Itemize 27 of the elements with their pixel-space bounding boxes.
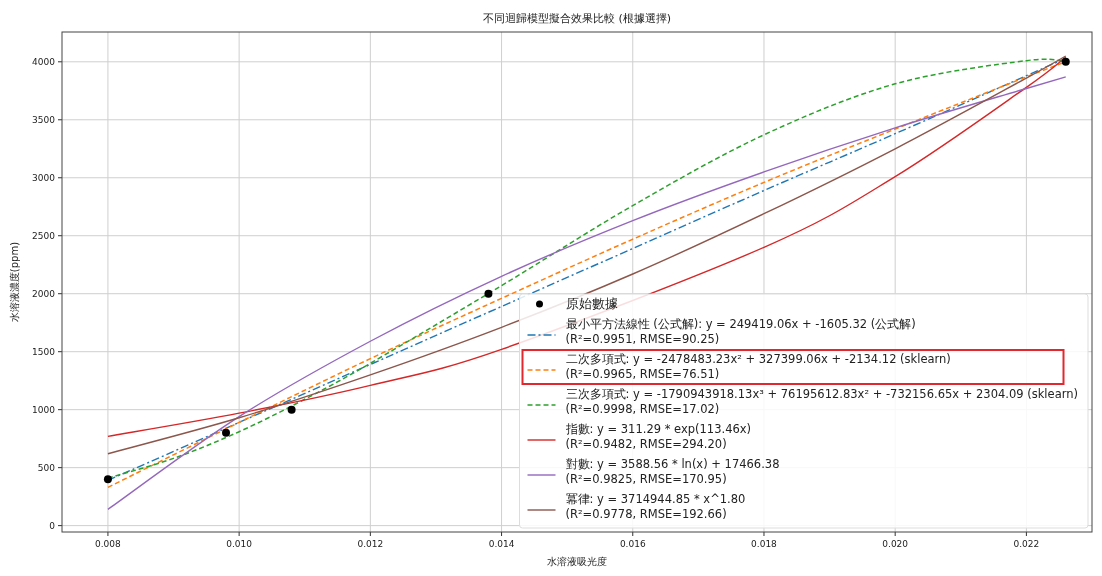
legend-label: 最小平方法線性 (公式解): y = 249419.06x + -1605.32 (公式解) (R²=0.9951, RMSE=90.25) [565, 317, 916, 346]
y-tick-label: 2000 [32, 289, 56, 300]
x-tick-label: 0.010 [226, 539, 253, 549]
legend-label: 原始數據 [565, 296, 618, 311]
x-tick-label: 0.018 [751, 539, 778, 549]
x-tick-label: 0.012 [357, 539, 384, 549]
y-tick-label: 500 [37, 463, 56, 474]
y-axis-title: 水溶液濃度(ppm) [9, 241, 20, 323]
x-axis-title: 水溶液吸光度 [547, 556, 607, 567]
y-tick-label: 2500 [32, 231, 56, 242]
x-tick-label: 0.016 [619, 539, 646, 549]
x-tick-label: 0.020 [882, 539, 909, 549]
legend-label: 三次多項式: y = -1790943918.13x³ + 76195612.83x² + -732156.65x + 2304.09 (sklearn) (R²=0.9998, RMSE=17.02) [565, 387, 1078, 416]
legend-label: 二次多項式: y = -2478483.23x² + 327399.06x + -2134.12 (sklearn) (R²=0.9965, RMSE=76.51) [565, 352, 951, 381]
y-tick-label: 3000 [32, 173, 56, 184]
x-tick-label: 0.008 [95, 539, 122, 549]
legend-label: 冪律: y = 3714944.85 * x^1.80 (R²=0.9778, RMSE=192.66) [565, 492, 746, 521]
y-tick-label: 1000 [32, 405, 56, 416]
legend-label: 指數: y = 311.29 * exp(113.46x) (R²=0.9482, RMSE=294.20) [564, 422, 752, 451]
y-tick-label: 3500 [32, 115, 56, 126]
y-tick-label: 0 [49, 521, 56, 532]
legend-label: 對數: y = 3588.56 * ln(x) + 17466.38 (R²=0.9825, RMSE=170.95) [565, 457, 780, 486]
x-tick-label: 0.022 [1013, 539, 1040, 549]
y-tick-label: 1500 [32, 347, 56, 358]
x-tick-label: 0.014 [488, 539, 515, 549]
chart-title: 不同迴歸模型擬合效果比較 (根據選擇) [482, 12, 672, 25]
y-tick-label: 4000 [32, 57, 56, 68]
